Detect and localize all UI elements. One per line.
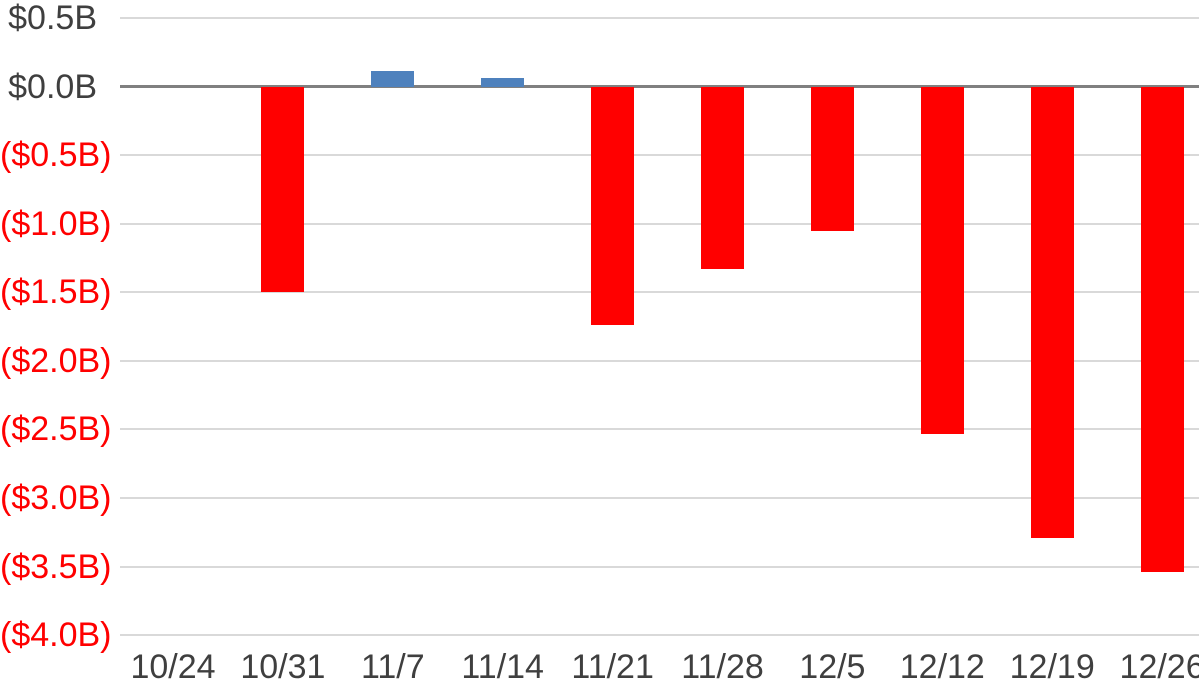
zero-axis-line xyxy=(120,85,1199,89)
bar-11-7 xyxy=(371,71,415,87)
x-tick-label: 10/31 xyxy=(240,648,326,686)
y-tick-label: ($3.5B) xyxy=(0,547,112,586)
y-tick-label: ($0.5B) xyxy=(0,136,112,175)
y-tick-label: ($3.0B) xyxy=(0,478,112,517)
gridline xyxy=(120,17,1199,19)
y-tick-label: $0.5B xyxy=(8,0,97,37)
bar-12-12 xyxy=(920,86,964,434)
x-tick-label: 11/7 xyxy=(360,648,425,686)
gridline xyxy=(120,291,1199,294)
bar-11-28 xyxy=(701,86,744,269)
gridline xyxy=(120,565,1199,568)
gridline xyxy=(120,428,1199,431)
y-tick-label: ($1.0B) xyxy=(0,204,112,243)
x-tick-label: 12/26 xyxy=(1119,648,1199,686)
gridline xyxy=(120,359,1199,362)
x-tick-label: 12/19 xyxy=(1009,648,1095,686)
x-tick-label: 12/12 xyxy=(899,648,985,686)
y-tick-label: ($4.0B) xyxy=(0,616,112,655)
x-tick-label: 11/28 xyxy=(681,648,764,686)
y-tick-label: ($1.5B) xyxy=(0,273,112,312)
x-tick-label: 12/5 xyxy=(799,648,866,686)
gridline xyxy=(120,222,1199,225)
y-tick-label: ($2.0B) xyxy=(0,341,112,380)
bar-12-26 xyxy=(1140,86,1184,573)
x-tick-label: 10/24 xyxy=(130,648,216,686)
gridline xyxy=(120,634,1199,637)
bar-12-5 xyxy=(810,86,854,231)
bar-11-14 xyxy=(481,78,525,87)
y-tick-label: ($2.5B) xyxy=(0,410,112,449)
x-tick-label: 11/14 xyxy=(461,648,544,686)
gridline xyxy=(120,154,1199,157)
y-tick-label: $0.0B xyxy=(8,67,97,106)
gridline xyxy=(120,496,1199,499)
bar-11-21 xyxy=(591,86,635,326)
bar-10-31 xyxy=(261,86,305,293)
x-tick-label: 11/21 xyxy=(571,648,654,686)
bar-12-19 xyxy=(1030,86,1074,538)
